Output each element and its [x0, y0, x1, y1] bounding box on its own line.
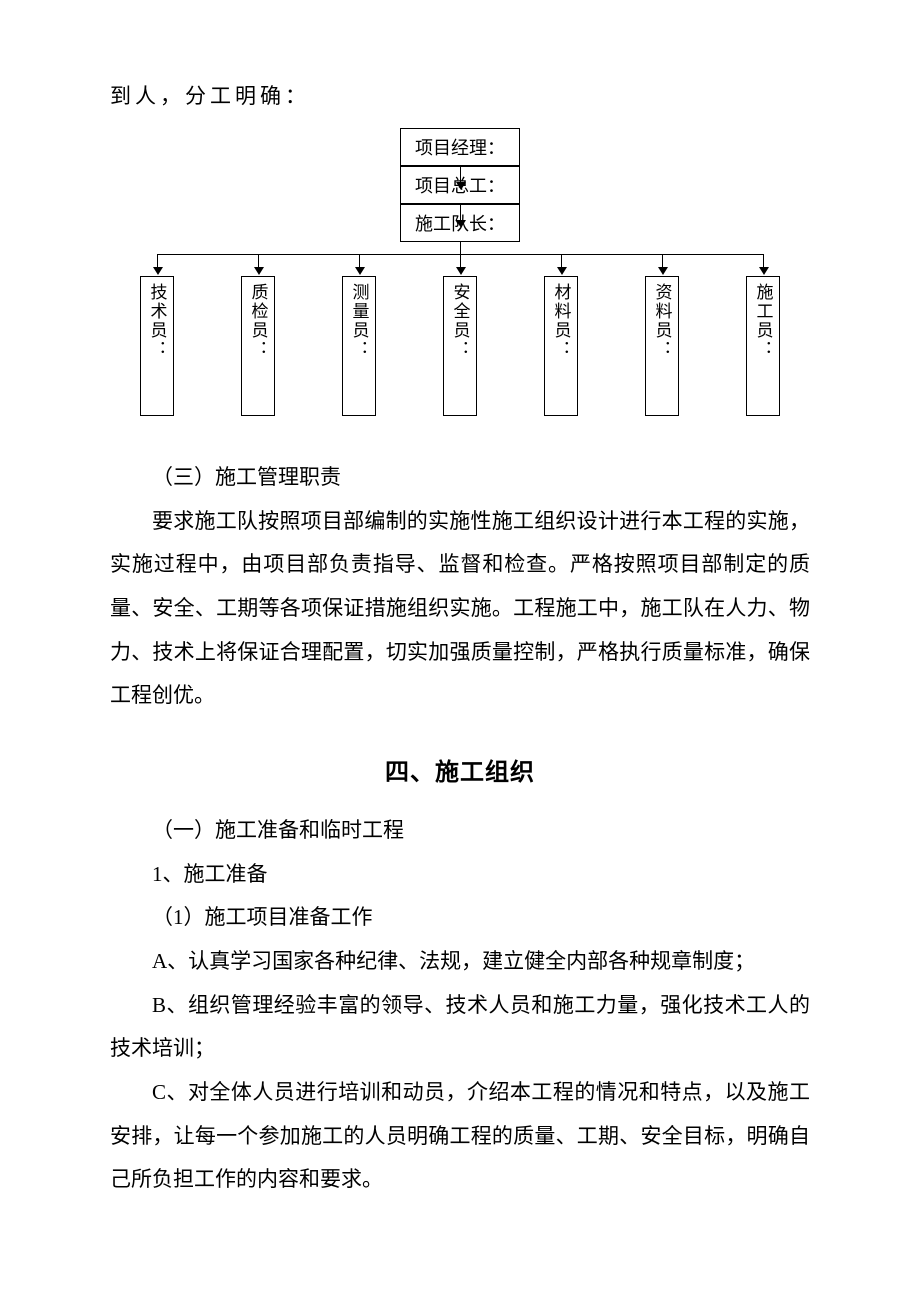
- section3-heading: （三）施工管理职责: [110, 456, 810, 500]
- document-page: 到人，分工明确： 项目经理： 项目总工： 施工队长： 技术员： 质检员： 测量员： 安…: [0, 0, 920, 1282]
- connector-drop: [157, 254, 158, 268]
- org-node-pm: 项目经理：: [400, 128, 520, 166]
- org-chart: 项目经理： 项目总工： 施工队长： 技术员： 质检员： 测量员： 安全员： 材料员： 资料…: [140, 128, 780, 416]
- connector-drop: [561, 254, 562, 268]
- org-leaf-worker: 施工员：: [746, 276, 780, 416]
- section4-bullet-c: C、对全体人员进行培训和动员，介绍本工程的情况和特点，以及施工安排，让每一个参加…: [110, 1071, 810, 1202]
- section4-sub1: （一）施工准备和临时工程: [110, 809, 810, 853]
- org-leaf-tech: 技术员：: [140, 276, 174, 416]
- section4-item1: 1、施工准备: [110, 853, 810, 897]
- org-leaf-mat: 材料员：: [544, 276, 578, 416]
- section4-bullet-b: B、组织管理经验丰富的领导、技术人员和施工力量，强化技术工人的技术培训；: [110, 984, 810, 1071]
- section4-title: 四、施工组织: [110, 752, 810, 787]
- org-leaf-survey: 测量员：: [342, 276, 376, 416]
- connector-drop: [359, 254, 360, 268]
- connector-drop: [763, 254, 764, 268]
- org-chart-top-chain: 项目经理： 项目总工： 施工队长：: [140, 128, 780, 242]
- section3-paragraph: 要求施工队按照项目部编制的实施性施工组织设计进行本工程的实施，实施过程中，由项目…: [110, 500, 810, 718]
- intro-line: 到人，分工明确：: [110, 80, 810, 110]
- org-leaf-safety: 安全员：: [443, 276, 477, 416]
- connector-drop: [258, 254, 259, 268]
- connector-drop: [662, 254, 663, 268]
- section4-bullet-a: A、认真学习国家各种纪律、法规，建立健全内部各种规章制度；: [110, 940, 810, 984]
- body-text: （三）施工管理职责 要求施工队按照项目部编制的实施性施工组织设计进行本工程的实施…: [110, 456, 810, 1202]
- section4-item1-1: （1）施工项目准备工作: [110, 896, 810, 940]
- org-chart-connector: [140, 242, 780, 276]
- org-chart-leaf-row: 技术员： 质检员： 测量员： 安全员： 材料员： 资料员： 施工员：: [140, 276, 780, 416]
- connector-stem: [460, 242, 461, 254]
- org-leaf-doc: 资料员：: [645, 276, 679, 416]
- connector-drop: [460, 254, 461, 268]
- org-leaf-qc: 质检员：: [241, 276, 275, 416]
